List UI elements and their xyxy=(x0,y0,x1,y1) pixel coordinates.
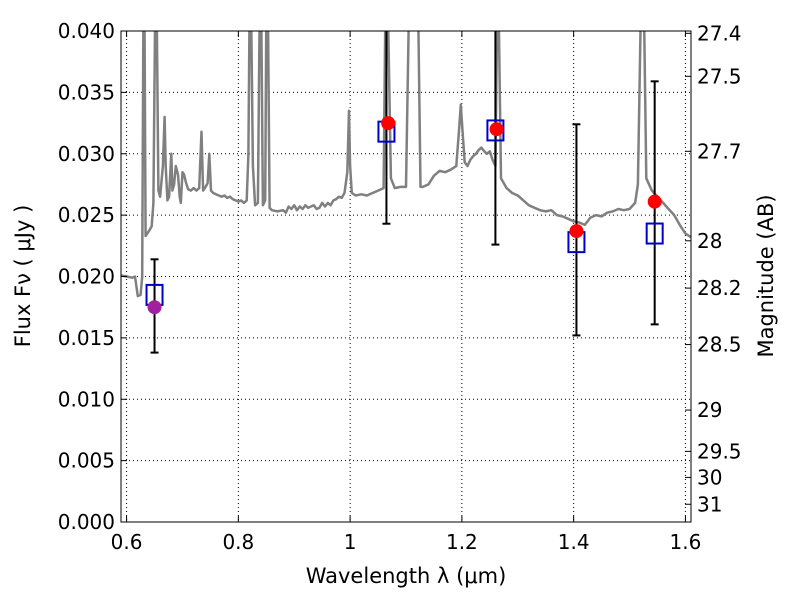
observed-photometry-point xyxy=(381,116,396,131)
x-axis-label: Wavelength λ (μm) xyxy=(306,564,507,588)
right-tick-label: 29.5 xyxy=(697,439,742,463)
right-tick-label: 31 xyxy=(697,492,722,516)
right-tick-label: 28.5 xyxy=(697,333,742,357)
right-tick-label: 28 xyxy=(697,229,722,253)
right-axis-label: Magnitude (AB) xyxy=(754,194,778,357)
y-axis-label: Flux Fν ( μJy ) xyxy=(11,205,35,348)
x-tick-label: 1 xyxy=(344,530,357,554)
x-tick-label: 0.6 xyxy=(111,530,143,554)
x-tick-label: 1.2 xyxy=(446,530,478,554)
observed-photometry-point xyxy=(569,224,584,239)
y-tick-label: 0.020 xyxy=(58,265,115,289)
observed-photometry-point xyxy=(147,300,162,315)
y-tick-label: 0.015 xyxy=(58,326,115,350)
y-tick-label: 0.030 xyxy=(58,142,115,166)
x-tick-label: 1.6 xyxy=(670,530,702,554)
observed-photometry-point xyxy=(647,194,662,209)
y-tick-label: 0.005 xyxy=(58,449,115,473)
right-tick-label: 27.4 xyxy=(697,21,742,45)
y-tick-label: 0.010 xyxy=(58,387,115,411)
right-tick-label: 27.7 xyxy=(697,139,742,163)
right-tick-label: 27.5 xyxy=(697,64,742,88)
x-tick-label: 0.8 xyxy=(222,530,254,554)
spectrum-line xyxy=(121,31,691,298)
x-tick-label: 1.4 xyxy=(558,530,590,554)
right-tick-label: 30 xyxy=(697,465,722,489)
observed-photometry-point xyxy=(489,122,504,137)
right-tick-label: 29 xyxy=(697,398,722,422)
model-photometry-square xyxy=(645,222,664,245)
y-tick-label: 0.035 xyxy=(58,80,115,104)
right-tick-label: 28.2 xyxy=(697,276,742,300)
marker-layer xyxy=(145,116,664,315)
y-tick-label: 0.040 xyxy=(58,19,115,43)
axis-ticks: 0.6 0.8 1 1.2 1.4 1.6 0.000 0.005 0.010 0.015 0.02… xyxy=(58,19,742,554)
series-layer xyxy=(121,31,691,298)
y-tick-label: 0.000 xyxy=(58,510,115,534)
y-tick-label: 0.025 xyxy=(58,203,115,227)
